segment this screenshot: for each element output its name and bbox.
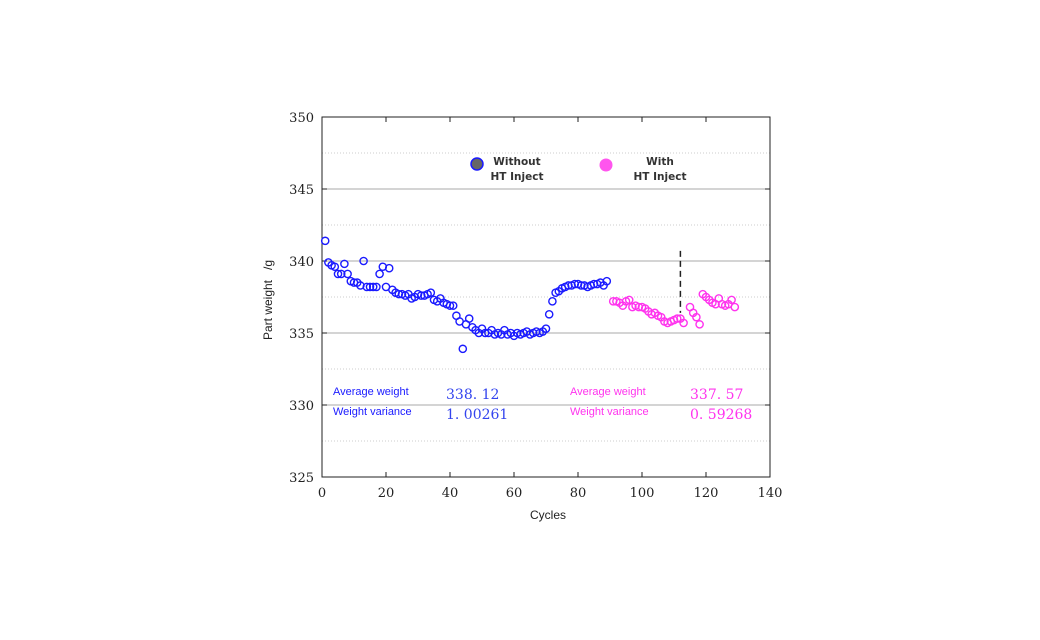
data-point-without [362,282,372,292]
grid-lines [322,152,770,442]
data-point-without [372,282,381,292]
data-point-without [541,324,551,333]
legend-label-with-1: With [646,156,674,168]
y-tick-label: 335 [289,327,314,342]
data-point-with [727,295,736,305]
data-point-without [448,301,458,310]
data-point-without [336,269,346,279]
var-value-without: 1. 00261 [446,407,508,423]
data-points [320,236,740,354]
data-point-without [320,236,330,246]
x-tick-label: 40 [442,486,459,501]
x-tick-label: 140 [758,486,783,501]
data-point-with [730,302,740,312]
data-point-without [602,276,612,286]
data-point-without [333,269,343,279]
x-tick-label: 80 [570,486,587,501]
data-point-without [426,288,436,297]
y-tick-label: 330 [289,399,314,414]
data-point-with [695,320,704,329]
data-point-without [375,269,384,279]
var-label-without: Weight variance [333,406,412,418]
y-tick-label: 345 [289,183,314,198]
data-point-without [340,259,349,269]
x-tick-label: 60 [506,486,523,501]
plot-frame [321,116,771,478]
avg-value-with: 337. 57 [690,387,743,403]
legend: Without HT Inject With HT Inject [470,156,687,183]
y-tick-label: 325 [289,471,314,486]
data-point-without [384,263,394,273]
avg-value-without: 338. 12 [446,387,499,403]
data-point-with [679,318,688,328]
var-label-with: Weight variance [570,406,649,418]
data-point-without [548,297,557,306]
avg-label-without: Average weight [333,386,409,398]
data-point-without [343,269,352,279]
data-point-without [365,282,375,292]
legend-label-with-2: HT Inject [634,171,687,183]
data-point-with [624,295,634,305]
x-axis-label: Cycles [530,508,566,522]
axis-ticks: 325 330 335 340 345 350 0 20 40 60 80 100 120 140 [289,111,782,501]
y-tick-label: 340 [289,255,314,270]
data-point-without [544,309,554,319]
data-point-with [672,314,682,323]
data-point-without [368,282,378,292]
x-tick-label: 120 [694,486,719,501]
y-tick-label: 350 [289,111,314,126]
data-point-without [359,256,368,266]
stats-annotation-with: Average weight Weight variance 337. 57 0… [570,386,752,423]
legend-label-without-2: HT Inject [491,171,544,183]
avg-label-with: Average weight [570,386,646,398]
legend-marker-with [599,158,613,172]
x-tick-label: 0 [318,486,326,501]
stats-annotation-without: Average weight Weight variance 338. 12 1… [333,386,508,423]
x-tick-label: 20 [378,486,395,501]
legend-marker-without [470,157,484,171]
var-value-with: 0. 59268 [690,407,752,423]
data-point-without [330,262,340,272]
y-axis-label: Part weight /g [261,260,275,340]
x-tick-label: 100 [630,486,655,501]
data-point-with [692,312,701,322]
legend-label-without-1: Without [493,156,540,168]
data-point-without [464,314,474,323]
data-point-without [458,344,468,354]
data-point-without [445,301,455,310]
